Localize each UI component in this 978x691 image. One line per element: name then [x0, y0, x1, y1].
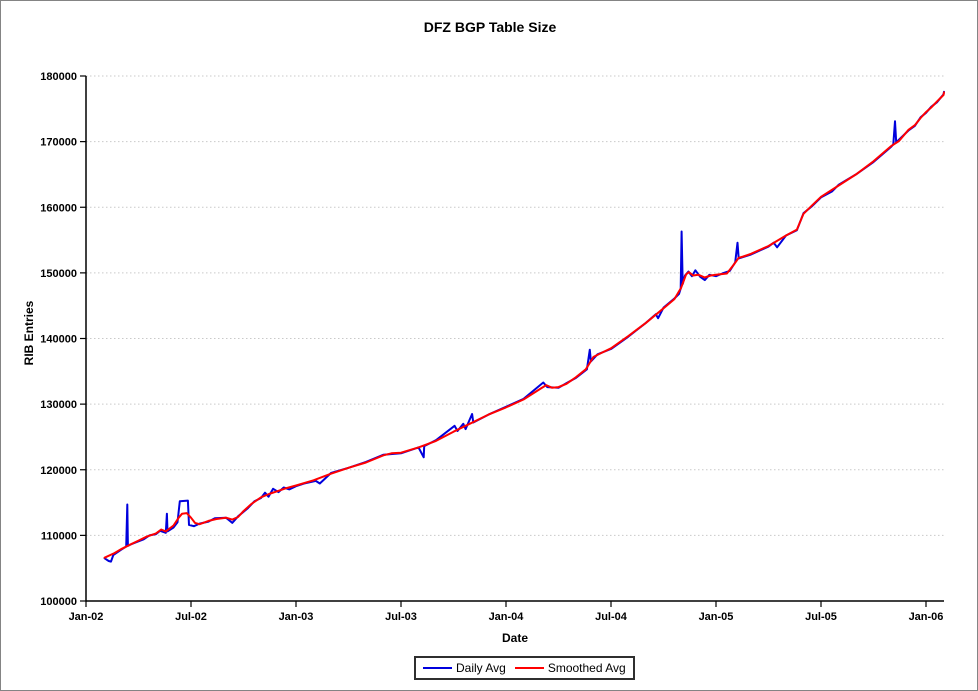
chart-title: DFZ BGP Table Size: [423, 19, 557, 35]
daily-avg-line: [103, 90, 945, 563]
x-tick-label: Jul-03: [385, 611, 417, 623]
legend: Daily Avg Smoothed Avg: [414, 656, 635, 680]
legend-label-daily-avg: Daily Avg: [456, 661, 506, 675]
x-tick-label: Jan-04: [489, 611, 525, 623]
x-tick-label: Jul-05: [805, 611, 837, 623]
smoothed-avg-line-swatch: [514, 667, 544, 669]
x-tick-label: Jul-02: [175, 611, 207, 623]
x-tick-label: Jan-06: [909, 611, 944, 623]
y-tick-label: 100000: [40, 596, 77, 608]
y-tick-label: 170000: [40, 137, 77, 149]
y-tick-label: 120000: [40, 465, 77, 477]
y-tick-label: 150000: [40, 268, 77, 280]
x-tick-label: Jan-05: [699, 611, 734, 623]
x-axis-title: Date: [501, 631, 528, 645]
y-tick-label: 140000: [40, 334, 77, 346]
y-tick-label: 160000: [40, 202, 77, 214]
y-tick-label: 110000: [41, 530, 77, 542]
x-tick-label: Jan-02: [69, 611, 104, 623]
smoothed-avg-line: [103, 91, 945, 559]
legend-label-smoothed-avg: Smoothed Avg: [547, 661, 626, 675]
y-axis-title: RIB Entries: [22, 300, 36, 366]
y-tick-label: 130000: [40, 399, 77, 411]
x-tick-label: Jan-03: [279, 611, 314, 623]
legend-item-daily-avg: Daily Avg: [423, 661, 506, 675]
x-tick-label: Jul-04: [595, 611, 628, 623]
y-tick-label: 180000: [40, 71, 77, 83]
legend-item-smoothed-avg: Smoothed Avg: [514, 661, 626, 675]
daily-avg-line-swatch: [423, 667, 452, 669]
